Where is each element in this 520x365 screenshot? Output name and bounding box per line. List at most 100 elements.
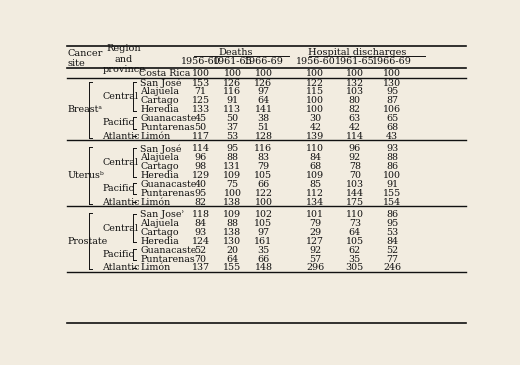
Text: 103: 103 (346, 88, 364, 96)
Text: Cancer
site: Cancer site (67, 49, 103, 68)
Text: 68: 68 (386, 123, 398, 132)
Text: 62: 62 (349, 246, 361, 255)
Text: 141: 141 (254, 105, 272, 114)
Text: 161: 161 (254, 237, 272, 246)
Text: 50: 50 (226, 114, 239, 123)
Text: 95: 95 (226, 145, 239, 153)
Text: 98: 98 (194, 162, 206, 171)
Text: Breastᵃ: Breastᵃ (67, 105, 102, 114)
Text: 70: 70 (349, 171, 361, 180)
Text: 45: 45 (194, 114, 206, 123)
Text: 100: 100 (224, 189, 241, 198)
Text: 109: 109 (223, 210, 241, 219)
Text: 84: 84 (194, 219, 206, 228)
Text: Guanacaste: Guanacaste (140, 180, 197, 189)
Text: 1956-60: 1956-60 (295, 57, 335, 66)
Text: Alajuela: Alajuela (140, 88, 179, 96)
Text: 112: 112 (306, 189, 324, 198)
Text: 1956-60: 1956-60 (181, 57, 220, 66)
Text: 175: 175 (346, 197, 364, 207)
Text: Hospital discharges: Hospital discharges (308, 48, 407, 57)
Text: 95: 95 (386, 88, 398, 96)
Text: 138: 138 (223, 197, 241, 207)
Text: 101: 101 (306, 210, 324, 219)
Text: 154: 154 (383, 197, 401, 207)
Text: 79: 79 (257, 162, 269, 171)
Text: 73: 73 (349, 219, 361, 228)
Text: Limón: Limón (140, 197, 171, 207)
Text: Heredia: Heredia (140, 171, 179, 180)
Text: 79: 79 (309, 219, 321, 228)
Text: 100: 100 (192, 69, 210, 77)
Text: 29: 29 (309, 228, 321, 237)
Text: Cartago: Cartago (140, 228, 179, 237)
Text: 100: 100 (254, 69, 272, 77)
Text: 37: 37 (226, 123, 239, 132)
Text: 134: 134 (306, 197, 324, 207)
Text: 80: 80 (349, 96, 361, 105)
Text: 66: 66 (257, 254, 269, 264)
Text: 103: 103 (346, 180, 364, 189)
Text: 86: 86 (386, 210, 398, 219)
Text: Limón: Limón (140, 132, 171, 141)
Text: Heredia: Heredia (140, 105, 179, 114)
Text: 42: 42 (309, 123, 321, 132)
Text: 83: 83 (257, 153, 269, 162)
Text: 305: 305 (346, 264, 364, 272)
Text: 100: 100 (306, 96, 324, 105)
Text: 114: 114 (192, 145, 210, 153)
Text: 52: 52 (194, 246, 206, 255)
Text: 100: 100 (383, 69, 401, 77)
Text: Pacific: Pacific (102, 118, 134, 127)
Text: 122: 122 (254, 189, 272, 198)
Text: Cartago: Cartago (140, 162, 179, 171)
Text: 122: 122 (306, 78, 324, 88)
Text: Prostate: Prostate (67, 237, 108, 246)
Text: Puntarenas: Puntarenas (140, 254, 195, 264)
Text: 105: 105 (254, 219, 272, 228)
Text: 117: 117 (192, 132, 210, 141)
Text: 88: 88 (226, 219, 238, 228)
Text: 109: 109 (306, 171, 324, 180)
Text: 100: 100 (306, 105, 324, 114)
Text: Atlantic: Atlantic (102, 264, 140, 272)
Text: 110: 110 (306, 145, 324, 153)
Text: Deaths: Deaths (218, 48, 253, 57)
Text: 88: 88 (226, 153, 238, 162)
Text: 148: 148 (254, 264, 272, 272)
Text: 130: 130 (223, 237, 241, 246)
Text: 70: 70 (194, 254, 206, 264)
Text: San José: San José (140, 144, 181, 154)
Text: 296: 296 (306, 264, 324, 272)
Text: 129: 129 (191, 171, 210, 180)
Text: 91: 91 (226, 96, 239, 105)
Text: 1961-65: 1961-65 (213, 57, 252, 66)
Text: 38: 38 (257, 114, 269, 123)
Text: 93: 93 (386, 145, 398, 153)
Text: 139: 139 (306, 132, 324, 141)
Text: San José: San José (140, 78, 181, 88)
Text: 35: 35 (257, 246, 269, 255)
Text: 105: 105 (254, 171, 272, 180)
Text: 86: 86 (386, 162, 398, 171)
Text: 128: 128 (254, 132, 272, 141)
Text: Atlantic: Atlantic (102, 197, 140, 207)
Text: Pacific: Pacific (102, 250, 134, 259)
Text: 155: 155 (223, 264, 241, 272)
Text: Central: Central (102, 158, 138, 167)
Text: 35: 35 (349, 254, 361, 264)
Text: Cartago: Cartago (140, 96, 179, 105)
Text: 92: 92 (309, 246, 321, 255)
Text: 132: 132 (346, 78, 364, 88)
Text: 40: 40 (194, 180, 206, 189)
Text: Puntarenas: Puntarenas (140, 189, 195, 198)
Text: 105: 105 (346, 237, 364, 246)
Text: 138: 138 (223, 228, 241, 237)
Text: 93: 93 (194, 228, 207, 237)
Text: Guanacaste: Guanacaste (140, 114, 197, 123)
Text: 125: 125 (191, 96, 210, 105)
Text: 153: 153 (191, 78, 210, 88)
Text: Central: Central (102, 92, 138, 101)
Text: 66: 66 (257, 180, 269, 189)
Text: 68: 68 (309, 162, 321, 171)
